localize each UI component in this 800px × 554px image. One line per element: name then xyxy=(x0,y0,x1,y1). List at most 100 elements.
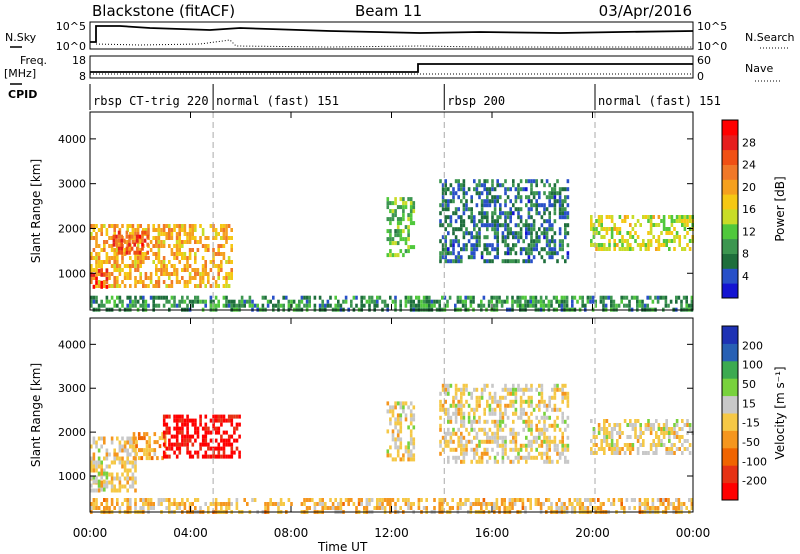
heatmap-cell xyxy=(448,295,452,300)
heatmap-cell xyxy=(681,223,684,227)
heatmap-cell xyxy=(134,295,137,300)
heatmap-cell xyxy=(168,502,171,506)
heatmap-cell xyxy=(103,440,106,445)
heatmap-cell xyxy=(305,299,309,304)
heatmap-cell xyxy=(646,506,649,510)
heatmap-cell xyxy=(527,419,531,424)
heatmap-cell xyxy=(222,430,226,435)
heatmap-cell xyxy=(639,431,642,435)
heatmap-cell xyxy=(480,223,484,228)
heatmap-cell xyxy=(626,247,629,251)
heatmap-cell xyxy=(527,207,531,212)
heatmap-cell xyxy=(501,235,505,240)
heatmap-cell xyxy=(137,432,141,437)
heatmap-cell xyxy=(129,272,132,276)
heatmap-cell xyxy=(566,255,570,260)
heatmap-cell xyxy=(157,224,161,228)
heatmap-cell xyxy=(486,251,489,256)
heatmap-cell xyxy=(475,243,479,248)
heatmap-cell xyxy=(527,443,531,448)
heatmap-cell xyxy=(576,299,579,304)
heatmap-cell xyxy=(473,407,476,412)
heatmap-cell xyxy=(222,414,226,419)
heatmap-cell xyxy=(134,506,137,510)
heatmap-cell xyxy=(92,475,96,480)
heatmap-cell xyxy=(660,443,663,447)
heatmap-cell xyxy=(373,506,376,510)
colorbar-tick-label: 12 xyxy=(742,225,756,238)
heatmap-cell xyxy=(506,387,510,392)
heatmap-cell xyxy=(391,413,395,418)
heatmap-cell xyxy=(194,438,197,443)
heatmap-cell xyxy=(404,498,408,502)
heatmap-cell xyxy=(233,303,236,308)
noise-panel-frame xyxy=(89,21,694,50)
heatmap-cell xyxy=(389,201,392,206)
heatmap-cell xyxy=(449,243,453,248)
heatmap-cell xyxy=(92,284,96,289)
heatmap-cell xyxy=(542,303,545,308)
heatmap-cell xyxy=(621,235,624,239)
heatmap-cell xyxy=(649,423,653,427)
heatmap-cell xyxy=(602,502,605,506)
heatmap-cell xyxy=(282,295,285,300)
heatmap-cell xyxy=(147,228,150,232)
heatmap-cell xyxy=(594,303,597,308)
heatmap-cell xyxy=(404,295,408,300)
heatmap-cell xyxy=(134,303,137,308)
heatmap-cell xyxy=(610,439,614,443)
heatmap-cell xyxy=(417,295,421,300)
heatmap-cell xyxy=(504,223,507,228)
heatmap-cell xyxy=(480,191,484,196)
heatmap-cell xyxy=(399,221,403,226)
heatmap-cell xyxy=(196,450,200,455)
heatmap-cell xyxy=(460,215,463,220)
heatmap-cell xyxy=(618,451,622,455)
heatmap-cell xyxy=(204,502,207,506)
heatmap-cell xyxy=(148,444,151,449)
heatmap-cell xyxy=(447,231,450,236)
heatmap-cell xyxy=(561,443,564,448)
heatmap-cell xyxy=(460,387,463,392)
heatmap-cell xyxy=(501,427,505,432)
heatmap-cell xyxy=(441,187,445,192)
heatmap-cell xyxy=(162,264,166,268)
heatmap-cell xyxy=(318,295,322,300)
heatmap-cell xyxy=(90,264,93,268)
heatmap-cell xyxy=(100,460,103,465)
heatmap-cell xyxy=(173,268,176,272)
heatmap-cell xyxy=(95,268,98,272)
colorbar-segment xyxy=(722,238,738,254)
heatmap-cell xyxy=(129,256,132,260)
heatmap-cell xyxy=(152,502,155,506)
heatmap-cell xyxy=(402,498,405,502)
heatmap-cell xyxy=(446,299,449,304)
heatmap-cell xyxy=(486,223,489,228)
heatmap-cell xyxy=(678,427,681,431)
heatmap-cell xyxy=(214,418,218,423)
heatmap-cell xyxy=(558,239,562,244)
heatmap-cell xyxy=(590,419,593,423)
heatmap-cell xyxy=(188,248,192,252)
heatmap-cell xyxy=(530,207,533,212)
heatmap-cell xyxy=(404,225,408,230)
heatmap-cell xyxy=(399,445,403,450)
heatmap-cell xyxy=(558,387,562,392)
heatmap-cell xyxy=(621,247,624,251)
heatmap-cell xyxy=(584,506,587,510)
heatmap-cell xyxy=(396,233,400,238)
heatmap-cell xyxy=(480,251,484,256)
heatmap-cell xyxy=(488,439,492,444)
heatmap-cell xyxy=(160,498,163,502)
heatmap-cell xyxy=(441,383,445,388)
heatmap-cell xyxy=(131,460,135,465)
heatmap-cell xyxy=(480,395,484,400)
heatmap-cell xyxy=(501,231,505,236)
heatmap-cell xyxy=(558,455,562,460)
heatmap-cell xyxy=(120,238,123,243)
heatmap-cell xyxy=(638,303,642,308)
heatmap-cell xyxy=(491,223,494,228)
heatmap-cell xyxy=(396,417,400,422)
heatmap-cell xyxy=(603,235,606,239)
heatmap-cell xyxy=(162,434,166,439)
